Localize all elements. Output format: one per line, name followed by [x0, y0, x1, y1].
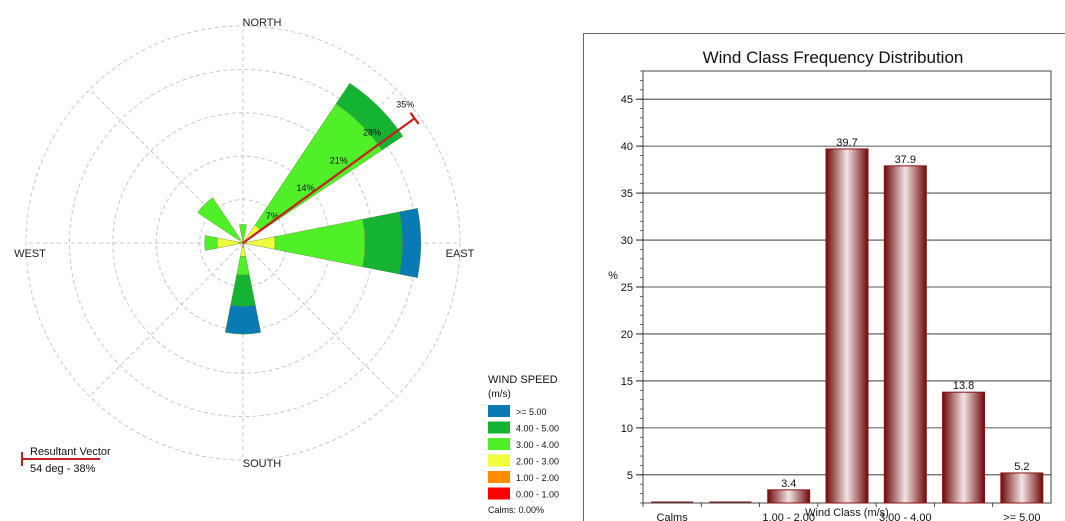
rose-petal-s	[230, 274, 256, 307]
x-tick-label: Calms	[657, 512, 689, 521]
rose-petal-e	[399, 208, 422, 278]
x-tick-label: 1.00 - 2.00	[762, 512, 815, 521]
legend-title: WIND SPEED	[488, 374, 558, 386]
resultant-vector	[242, 117, 416, 244]
y-tick-label: 25	[621, 282, 633, 294]
x-tick-label: 3.00 - 4.00	[879, 512, 932, 521]
legend-swatch	[488, 438, 510, 450]
legend-swatch	[488, 487, 510, 500]
legend-swatch	[488, 405, 510, 417]
bar-chart-title: Wind Class Frequency Distribution	[703, 48, 964, 67]
y-tick-label: 35	[621, 188, 633, 200]
ring-label: 14%	[296, 183, 314, 193]
legend-entry-label: 0.00 - 1.00	[516, 490, 559, 500]
x-axis-label: Wind Class (m/s)	[805, 507, 889, 519]
rose-petal-nw	[197, 197, 241, 241]
wind-class-bar-chart: Wind Class Frequency Distribution 5 10 15 2…	[583, 33, 1065, 521]
legend-entry-label: >= 5.00	[516, 407, 547, 417]
bar	[767, 489, 811, 504]
rose-ring	[25, 25, 461, 461]
legend-entry-label: 4.00 - 5.00	[516, 424, 559, 434]
resultant-vector-line	[242, 112, 420, 244]
ring-label: 21%	[330, 155, 348, 165]
y-tick-label: 15	[621, 376, 633, 388]
y-tick-label: 10	[621, 423, 633, 435]
rose-petal-s	[224, 304, 262, 335]
bar-marks: 3.4 39.7 37.9 13.8 5.2	[651, 137, 1044, 504]
ring-label: 35%	[396, 100, 414, 110]
rose-petal-w	[204, 235, 218, 251]
legend-swatch	[488, 454, 510, 467]
ring-label: 28%	[363, 127, 381, 137]
bar-value-label: 5.2	[1014, 461, 1029, 473]
y-axis-label: %	[608, 270, 618, 282]
legend-entry-label: 1.00 - 2.00	[516, 473, 559, 483]
rose-petal-s	[240, 247, 246, 257]
wind-speed-legend: WIND SPEED (m/s) >= 5.00 4.00 - 5.00 3.00 …	[488, 374, 559, 515]
wind-rose-chart: 7% 14% 21% 28% 35% NORTH EAST SOUTH WEST Res…	[14, 17, 559, 515]
ring-label: 7%	[266, 211, 279, 221]
x-tick-label: >= 5.00	[1003, 512, 1040, 521]
rose-petal-s	[236, 256, 250, 276]
resultant-vector-cap	[409, 112, 420, 125]
rose-spoke	[242, 242, 397, 397]
bar-value-label: 39.7	[836, 137, 857, 149]
y-tick-label: 20	[621, 329, 633, 341]
y-tick-label: 45	[621, 94, 633, 106]
bar	[1000, 472, 1044, 504]
rose-petal-s	[241, 243, 245, 248]
bar-value-label: 13.8	[953, 380, 974, 392]
rose-spoke	[89, 242, 244, 397]
legend-entry-label: 2.00 - 3.00	[516, 457, 559, 467]
rose-petal-ne	[335, 82, 404, 151]
compass-east-label: EAST	[446, 248, 475, 260]
rose-petal-e	[274, 218, 366, 268]
bar	[942, 391, 986, 504]
resultant-title: Resultant Vector	[30, 446, 111, 458]
bar	[883, 165, 927, 504]
bar	[825, 148, 869, 504]
y-tick-label: 5	[627, 470, 633, 482]
rose-petal-w	[238, 241, 243, 245]
y-tick-label: 30	[621, 235, 633, 247]
resultant-value: 54 deg - 38%	[30, 463, 96, 475]
legend-unit: (m/s)	[488, 389, 511, 400]
legend-swatch	[488, 471, 510, 483]
bar-value-label: 37.9	[895, 154, 916, 166]
rose-petal-w	[216, 237, 239, 249]
legend-entry-label: 3.00 - 4.00	[516, 440, 559, 450]
compass-west-label: WEST	[14, 248, 46, 260]
bar-value-label: 3.4	[781, 478, 796, 490]
compass-south-label: SOUTH	[243, 458, 282, 470]
rose-petal-e	[362, 211, 403, 275]
compass-north-label: NORTH	[243, 17, 282, 29]
legend-swatch	[488, 421, 510, 434]
resultant-legend: Resultant Vector 54 deg - 38%	[21, 446, 111, 475]
rose-petals	[197, 82, 422, 335]
rose-ring-labels: 7% 14% 21% 28% 35%	[266, 100, 415, 222]
legend-calms: Calms: 0.00%	[488, 505, 544, 515]
bar-x-labels: Calms0.00 - 1.001.00 - 2.002.00 - 3.003.…	[642, 503, 1041, 521]
y-tick-label: 40	[621, 141, 633, 153]
